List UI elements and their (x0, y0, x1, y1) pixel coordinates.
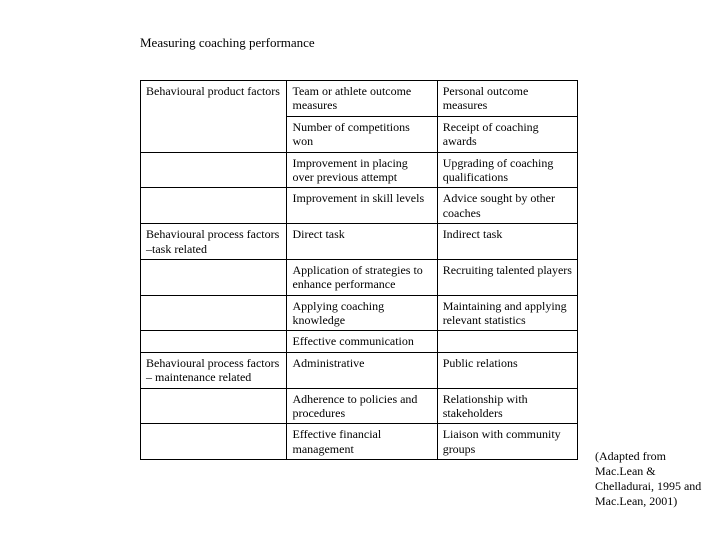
citation-text: (Adapted from Mac.Lean & Chelladurai, 19… (595, 449, 705, 509)
cell: Improvement in placing over previous att… (287, 152, 437, 188)
cell: Team or athlete outcome measures (287, 81, 437, 117)
cell: Relationship with stakeholders (437, 388, 577, 424)
table-row: Adherence to policies and procedures Rel… (141, 388, 578, 424)
cell-factor (141, 259, 287, 295)
cell: Applying coaching knowledge (287, 295, 437, 331)
cell: Liaison with community groups (437, 424, 577, 460)
cell: Number of competitions won (287, 116, 437, 152)
table-row: Effective communication (141, 331, 578, 352)
cell: Recruiting talented players (437, 259, 577, 295)
cell-factor: Behavioural process factors – maintenanc… (141, 352, 287, 388)
table-row: Behavioural product factors Team or athl… (141, 81, 578, 117)
page-title: Measuring coaching performance (140, 35, 315, 51)
cell: Application of strategies to enhance per… (287, 259, 437, 295)
cell: Personal outcome measures (437, 81, 577, 117)
table-row: Effective financial management Liaison w… (141, 424, 578, 460)
table-row: Behavioural process factors – maintenanc… (141, 352, 578, 388)
table-row: Application of strategies to enhance per… (141, 259, 578, 295)
cell: Advice sought by other coaches (437, 188, 577, 224)
cell: Public relations (437, 352, 577, 388)
cell: Improvement in skill levels (287, 188, 437, 224)
cell: Receipt of coaching awards (437, 116, 577, 152)
cell-factor (141, 152, 287, 188)
table-row: Behavioural process factors –task relate… (141, 224, 578, 260)
cell: Direct task (287, 224, 437, 260)
cell: Adherence to policies and procedures (287, 388, 437, 424)
cell-factor (141, 188, 287, 224)
cell: Upgrading of coaching qualifications (437, 152, 577, 188)
cell: Effective financial management (287, 424, 437, 460)
cell (437, 331, 577, 352)
cell: Administrative (287, 352, 437, 388)
cell-factor (141, 295, 287, 331)
cell: Indirect task (437, 224, 577, 260)
table-row: Improvement in skill levels Advice sough… (141, 188, 578, 224)
cell: Effective communication (287, 331, 437, 352)
cell-factor (141, 424, 287, 460)
cell-factor: Behavioural process factors –task relate… (141, 224, 287, 260)
cell-factor (141, 388, 287, 424)
cell-factor (141, 331, 287, 352)
coaching-table: Behavioural product factors Team or athl… (140, 80, 578, 460)
table-row: Improvement in placing over previous att… (141, 152, 578, 188)
cell-factor: Behavioural product factors (141, 81, 287, 153)
cell: Maintaining and applying relevant statis… (437, 295, 577, 331)
table-row: Applying coaching knowledge Maintaining … (141, 295, 578, 331)
